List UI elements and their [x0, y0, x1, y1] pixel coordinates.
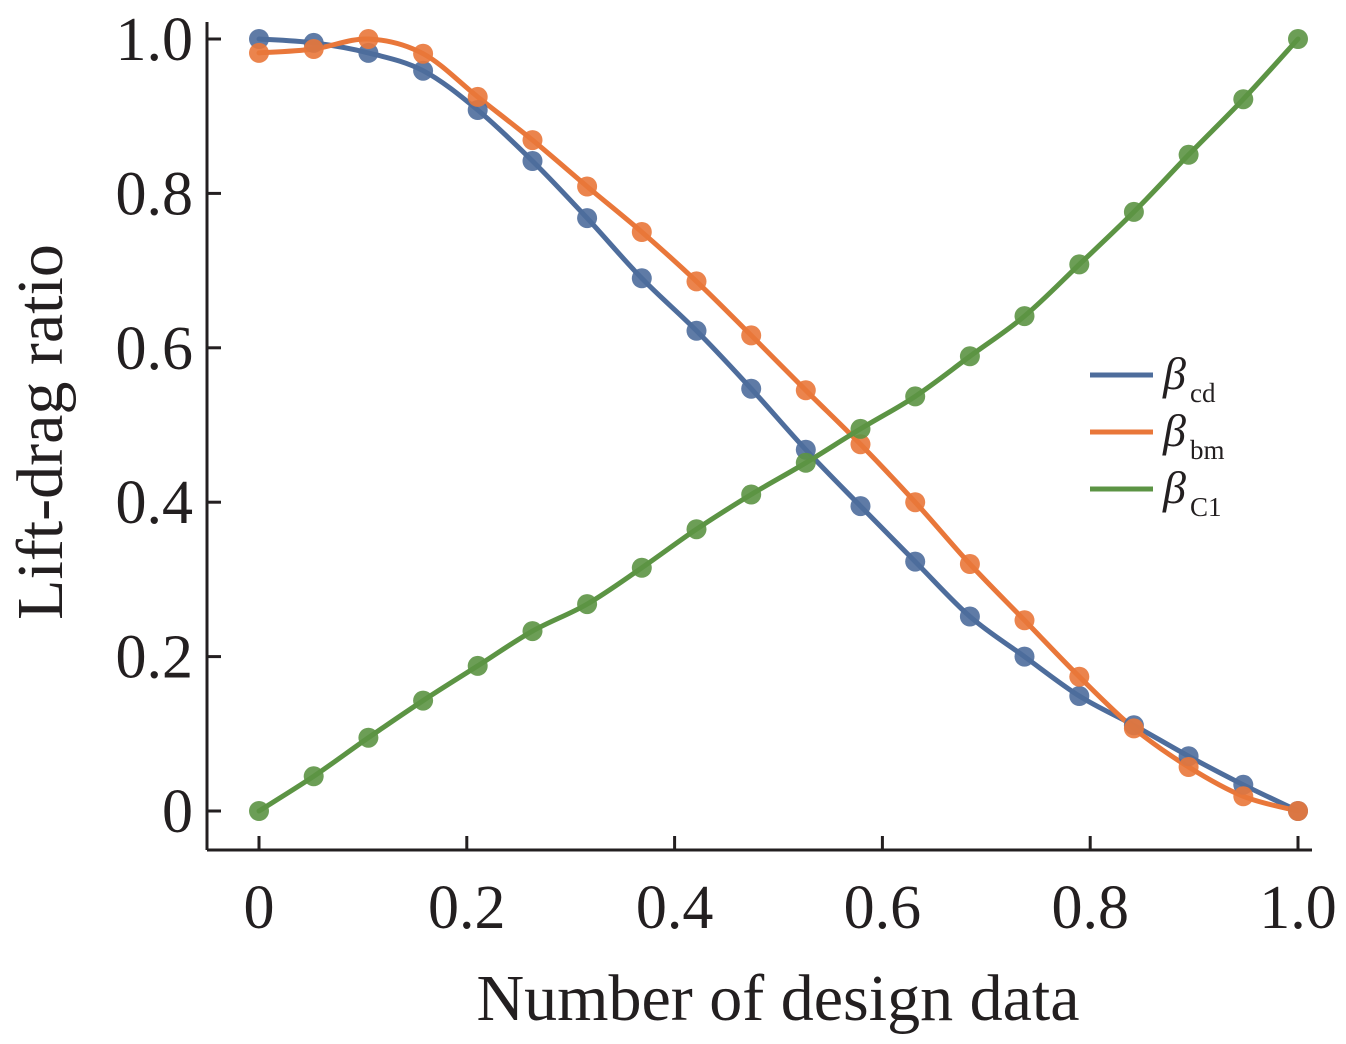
y-tick-label: 0.2 — [116, 624, 194, 692]
data-point-C1-8 — [686, 519, 707, 540]
data-point-cd-8 — [686, 320, 707, 341]
data-point-cd-0 — [249, 29, 269, 49]
data-point-bm-18 — [1233, 786, 1254, 807]
series-line-cd — [256, 36, 1301, 814]
x-tick-label: 1.0 — [1259, 874, 1337, 942]
data-point-C1-0 — [249, 801, 269, 821]
data-point-C1-14 — [1014, 306, 1035, 327]
data-point-C1-1 — [303, 766, 324, 787]
series-markers — [249, 29, 1308, 821]
data-point-cd-6 — [577, 208, 598, 229]
data-point-bm-19 — [1288, 801, 1308, 821]
data-point-bm-4 — [467, 86, 488, 107]
data-point-C1-15 — [1069, 254, 1090, 275]
data-point-bm-13 — [959, 554, 980, 574]
legend-label-C1: β — [1162, 462, 1186, 513]
data-point-C1-4 — [467, 655, 488, 676]
data-point-C1-9 — [741, 484, 762, 505]
data-point-bm-10 — [795, 380, 816, 401]
legend: β cdβ bmβ C1 — [1090, 348, 1225, 522]
data-point-cd-5 — [522, 151, 543, 171]
data-point-cd-12 — [905, 551, 926, 572]
data-point-C1-2 — [358, 727, 379, 748]
legend-label-bm: β — [1162, 405, 1186, 456]
legend-label-cd: β — [1162, 348, 1186, 399]
data-point-cd-13 — [959, 606, 980, 627]
data-point-cd-9 — [741, 378, 762, 399]
data-point-bm-11 — [850, 434, 871, 455]
data-point-bm-6 — [577, 176, 598, 197]
data-point-bm-16 — [1123, 718, 1144, 739]
y-tick-label: 0.4 — [116, 469, 194, 537]
x-tick-label: 0 — [244, 874, 275, 942]
y-tick-label: 0 — [162, 778, 193, 846]
y-axis-title: Lift-drag ratio — [4, 244, 77, 620]
x-tick-label: 0.8 — [1051, 874, 1129, 942]
x-tick-label: 0.2 — [428, 874, 506, 942]
data-point-cd-15 — [1069, 686, 1090, 706]
data-point-bm-15 — [1069, 666, 1090, 687]
data-point-cd-7 — [631, 268, 652, 289]
data-point-cd-11 — [850, 496, 871, 517]
data-point-bm-0 — [249, 42, 269, 63]
data-point-bm-3 — [413, 43, 434, 64]
data-point-bm-9 — [741, 325, 762, 346]
data-point-bm-7 — [631, 222, 652, 242]
data-point-C1-16 — [1123, 201, 1144, 222]
legend-subscript-C1: C1 — [1190, 492, 1222, 522]
data-point-bm-12 — [905, 492, 926, 513]
x-ticks: 0 0.2 0.4 0.6 0.8 1.0 — [244, 836, 1337, 942]
data-point-C1-13 — [959, 346, 980, 367]
data-point-bm-14 — [1014, 610, 1035, 631]
data-point-cd-14 — [1014, 646, 1035, 667]
data-point-cd-2 — [358, 42, 379, 63]
data-point-bm-8 — [686, 271, 707, 292]
data-point-C1-10 — [795, 452, 816, 473]
legend-subscript-bm: bm — [1190, 435, 1225, 465]
data-point-C1-19 — [1288, 29, 1308, 49]
data-point-C1-17 — [1178, 144, 1199, 165]
data-point-bm-17 — [1178, 757, 1199, 777]
x-tick-label: 0.4 — [636, 874, 714, 942]
legend-subscript-cd: cd — [1190, 378, 1216, 408]
x-tick-label: 0.6 — [844, 874, 922, 942]
x-axis-title: Number of design data — [477, 962, 1080, 1035]
data-point-cd-3 — [413, 60, 434, 81]
data-point-C1-6 — [577, 594, 598, 615]
data-point-C1-18 — [1233, 89, 1254, 110]
y-tick-label: 0.8 — [116, 160, 194, 228]
y-tick-label: 0.6 — [116, 315, 194, 383]
data-point-bm-2 — [358, 29, 379, 49]
series-line-bm — [256, 36, 1301, 814]
data-point-bm-1 — [303, 39, 324, 59]
y-ticks: 0 0.2 0.4 0.6 0.8 1.0 — [116, 6, 221, 846]
y-tick-label: 1.0 — [116, 6, 194, 74]
data-point-C1-7 — [631, 557, 652, 578]
data-point-C1-5 — [522, 621, 543, 642]
data-point-C1-3 — [413, 690, 434, 711]
data-point-bm-5 — [522, 130, 543, 151]
data-point-C1-11 — [850, 418, 871, 439]
data-point-C1-12 — [905, 386, 926, 407]
